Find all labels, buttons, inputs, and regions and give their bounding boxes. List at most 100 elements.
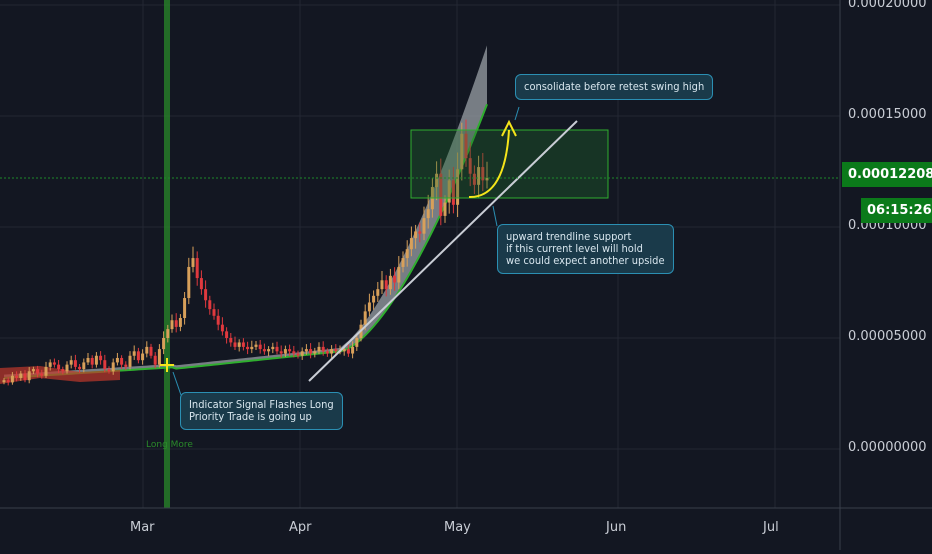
candle-body bbox=[82, 362, 86, 370]
candle-body bbox=[149, 346, 153, 356]
candle-body bbox=[288, 349, 292, 352]
candle-body bbox=[346, 349, 350, 354]
candle-body bbox=[237, 342, 241, 347]
candle-body bbox=[199, 278, 203, 290]
candle-body bbox=[174, 320, 178, 327]
candle-body bbox=[367, 302, 371, 312]
candle-body bbox=[27, 371, 31, 381]
candle-body bbox=[451, 180, 455, 205]
candle-body bbox=[78, 366, 82, 370]
candle-body bbox=[426, 209, 430, 219]
x-tick-label: Jun bbox=[606, 520, 627, 535]
candle-body bbox=[162, 338, 166, 350]
candle-body bbox=[208, 300, 212, 310]
candle-body bbox=[31, 369, 35, 372]
candle-body bbox=[246, 346, 250, 350]
candle-body bbox=[166, 329, 170, 338]
candle-body bbox=[86, 357, 90, 363]
moving-average-band bbox=[0, 45, 488, 384]
candle-body bbox=[388, 275, 392, 290]
consolidate-annotation: consolidate before retest swing high bbox=[515, 74, 714, 100]
candle-body bbox=[52, 362, 56, 365]
candle-body bbox=[296, 353, 300, 356]
candle-body bbox=[153, 355, 157, 365]
y-tick-label: 0.00005000 bbox=[848, 329, 927, 344]
candle-body bbox=[351, 346, 355, 354]
candle-body bbox=[405, 249, 409, 259]
candle-body bbox=[141, 353, 145, 361]
candle-body bbox=[468, 158, 472, 174]
candle-body bbox=[170, 320, 174, 330]
candle-body bbox=[279, 351, 283, 354]
x-tick-label: May bbox=[444, 520, 471, 535]
y-tick-label: 0.00000000 bbox=[848, 440, 927, 455]
candle-body bbox=[418, 231, 422, 234]
grid-lines bbox=[0, 0, 840, 508]
current-price-tag: 0.00012208 bbox=[842, 162, 932, 187]
signal-label: Long More bbox=[146, 440, 193, 450]
candle-body bbox=[178, 318, 182, 327]
candle-body bbox=[124, 364, 128, 367]
candle-body bbox=[128, 355, 132, 367]
candle-body bbox=[216, 315, 220, 325]
y-tick-label: 0.00020000 bbox=[848, 0, 927, 11]
candle-body bbox=[73, 360, 77, 367]
candle-body bbox=[321, 346, 325, 352]
candle-body bbox=[233, 342, 237, 347]
candle-body bbox=[69, 360, 73, 365]
candle-body bbox=[191, 258, 195, 267]
candle-body bbox=[15, 375, 19, 378]
candle-body bbox=[6, 380, 10, 383]
candle-body bbox=[19, 373, 23, 378]
upside-arrowhead bbox=[501, 119, 517, 137]
candle-body bbox=[464, 133, 468, 159]
trendline bbox=[308, 120, 578, 382]
trend-annotation-pointer bbox=[492, 205, 498, 227]
candle-body bbox=[422, 218, 426, 234]
candle-body bbox=[99, 355, 103, 361]
candle-body bbox=[94, 355, 98, 365]
candle-body bbox=[439, 173, 443, 216]
candle-body bbox=[300, 351, 304, 356]
candle-body bbox=[309, 349, 313, 354]
candle-body bbox=[90, 357, 94, 365]
candle-body bbox=[372, 295, 376, 303]
x-tick-label: Jul bbox=[763, 520, 779, 535]
candle-body bbox=[258, 344, 262, 350]
candle-body bbox=[456, 169, 460, 205]
candle-body bbox=[10, 375, 14, 383]
candle-body bbox=[157, 349, 161, 365]
candle-body bbox=[40, 373, 44, 376]
candle-body bbox=[275, 346, 279, 352]
candle-body bbox=[485, 177, 489, 181]
candle-body bbox=[48, 362, 52, 367]
x-tick-label: Mar bbox=[130, 520, 155, 535]
candle-body bbox=[250, 346, 254, 350]
candle-body bbox=[65, 364, 69, 372]
y-tick-label: 0.00015000 bbox=[848, 107, 927, 122]
countdown-tag: 06:15:26 bbox=[861, 198, 932, 223]
candle-body bbox=[460, 133, 464, 170]
candle-body bbox=[103, 360, 107, 370]
candle-body bbox=[330, 349, 334, 354]
candle-body bbox=[481, 167, 485, 181]
candle-body bbox=[325, 351, 329, 354]
candle-body bbox=[225, 331, 229, 338]
candle-body bbox=[292, 351, 296, 354]
candle-body bbox=[44, 366, 48, 376]
candle-body bbox=[187, 266, 191, 299]
candle-body bbox=[57, 364, 61, 370]
candle-body bbox=[136, 351, 140, 361]
candle-body bbox=[447, 180, 451, 203]
candle-body bbox=[477, 167, 481, 185]
signal-annotation: Indicator Signal Flashes Long Priority T… bbox=[180, 392, 343, 430]
candle-body bbox=[271, 346, 275, 350]
candle-body bbox=[435, 173, 439, 188]
candle-body bbox=[241, 342, 245, 347]
consolidate-annotation-pointer bbox=[514, 106, 520, 121]
candle-body bbox=[195, 258, 199, 279]
candle-body bbox=[145, 346, 149, 354]
candle-body bbox=[115, 357, 119, 363]
